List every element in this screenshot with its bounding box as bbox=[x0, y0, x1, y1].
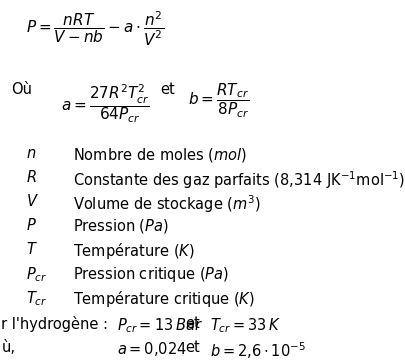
Text: $T$: $T$ bbox=[26, 241, 38, 257]
Text: $P = \dfrac{nRT}{V - nb} - a \cdot \dfrac{n^2}{V^2}$: $P = \dfrac{nRT}{V - nb} - a \cdot \dfra… bbox=[26, 10, 164, 48]
Text: Pression $(Pa)$: Pression $(Pa)$ bbox=[73, 217, 169, 235]
Text: $T_{cr}$: $T_{cr}$ bbox=[26, 289, 48, 308]
Text: Volume de stockage $(m^3)$: Volume de stockage $(m^3)$ bbox=[73, 193, 261, 215]
Text: $b = 2{,}6 \cdot 10^{-5}$: $b = 2{,}6 \cdot 10^{-5}$ bbox=[210, 340, 306, 360]
Text: $b = \dfrac{RT_{cr}}{8P_{cr}}$: $b = \dfrac{RT_{cr}}{8P_{cr}}$ bbox=[188, 82, 249, 120]
Text: $a = \dfrac{27R^2T_{cr}^2}{64P_{cr}}$: $a = \dfrac{27R^2T_{cr}^2}{64P_{cr}}$ bbox=[61, 82, 149, 125]
Text: $R$: $R$ bbox=[26, 170, 37, 185]
Text: Constante des gaz parfaits $(8{,}314\ \mathrm{JK^{-1}mol^{-1}})$: Constante des gaz parfaits $(8{,}314\ \m… bbox=[73, 170, 405, 191]
Text: et: et bbox=[185, 316, 200, 331]
Text: et: et bbox=[160, 82, 175, 97]
Text: Température $(K)$: Température $(K)$ bbox=[73, 241, 195, 261]
Text: $P$: $P$ bbox=[26, 217, 37, 233]
Text: $P_{cr} = 13\,Bar$: $P_{cr} = 13\,Bar$ bbox=[117, 316, 202, 334]
Text: ù,: ù, bbox=[1, 340, 15, 355]
Text: $a = 0{,}024$: $a = 0{,}024$ bbox=[117, 340, 187, 358]
Text: $V$: $V$ bbox=[26, 193, 39, 210]
Text: et: et bbox=[185, 340, 200, 355]
Text: r l'hydrogène :: r l'hydrogène : bbox=[1, 316, 109, 332]
Text: Nombre de moles $(mol)$: Nombre de moles $(mol)$ bbox=[73, 145, 247, 163]
Text: $n$: $n$ bbox=[26, 145, 36, 161]
Text: $T_{cr} = 33\,K$: $T_{cr} = 33\,K$ bbox=[210, 316, 281, 334]
Text: Où: Où bbox=[11, 82, 32, 97]
Text: $P_{cr}$: $P_{cr}$ bbox=[26, 265, 47, 284]
Text: Pression critique $(Pa)$: Pression critique $(Pa)$ bbox=[73, 265, 229, 284]
Text: Température critique $(K)$: Température critique $(K)$ bbox=[73, 289, 255, 309]
